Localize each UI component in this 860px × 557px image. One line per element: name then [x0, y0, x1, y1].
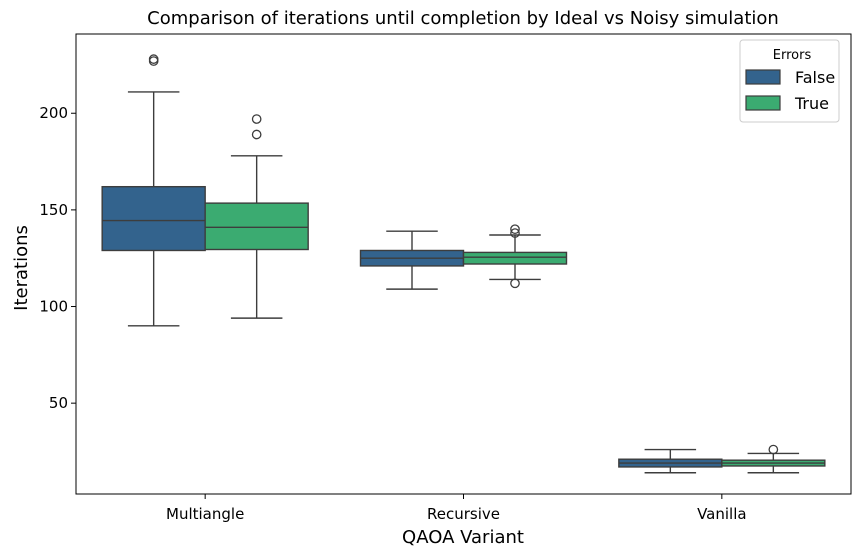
legend: Errors False True [739, 39, 840, 123]
plot-area: 50 100 150 200 Multiangle Recursive Vanilla [39, 33, 852, 523]
legend-label-false: False [795, 68, 835, 87]
outlier-recursive-true [510, 228, 520, 238]
outlier-multiangle-false [148, 56, 159, 66]
box-multiangle-true [204, 202, 309, 251]
box-multiangle-false [101, 185, 206, 252]
y-axis-label: Iterations [11, 225, 32, 311]
y-tick-label: 150 [39, 201, 68, 219]
legend-title: Errors [773, 48, 812, 63]
chart-title: Comparison of iterations until completio… [147, 8, 779, 29]
outlier-multiangle-true [251, 129, 262, 140]
outlier-multiangle-true [251, 114, 262, 124]
legend-swatch-true [745, 95, 781, 111]
x-tick-label: Recursive [427, 505, 500, 523]
outlier-recursive-true [510, 278, 520, 289]
outlier-vanilla-true [768, 444, 779, 455]
x-tick-label: Vanilla [697, 505, 747, 523]
outlier-recursive-true [510, 224, 520, 235]
y-tick-label: 50 [49, 394, 68, 412]
legend-label-true: True [794, 94, 829, 113]
box-recursive-true [462, 251, 568, 265]
y-tick-label: 200 [39, 104, 68, 122]
y-tick-label: 100 [39, 298, 68, 316]
legend-swatch-false [745, 69, 781, 85]
outlier-multiangle-false [148, 54, 159, 64]
x-tick-label: Multiangle [166, 505, 244, 523]
x-axis-label: QAOA Variant [402, 527, 524, 548]
